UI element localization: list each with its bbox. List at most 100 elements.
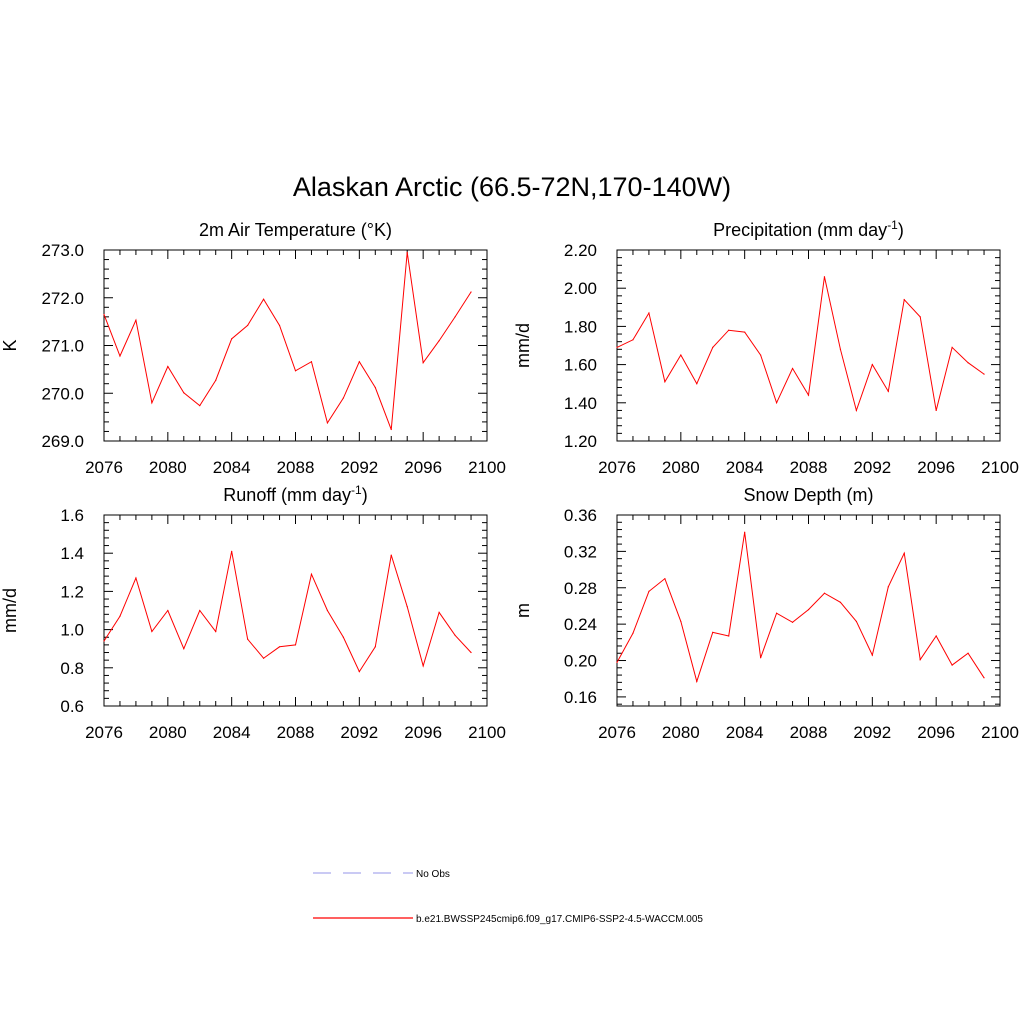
data-point — [151, 402, 153, 404]
chart-panel-3: 2076 2080 2084 2088 2092 2096 2100 0.6 0.8 1.0 1.2… — [0, 483, 506, 742]
data-point — [247, 324, 249, 327]
data-point — [855, 409, 857, 412]
y-tick-label: 0.20 — [564, 652, 597, 671]
x-tick-label: 2084 — [213, 458, 251, 477]
data-point — [855, 620, 857, 623]
x-tick-label: 2096 — [404, 458, 442, 477]
y-axis-label: m — [513, 603, 533, 618]
data-point — [616, 346, 618, 349]
data-point — [951, 346, 953, 349]
panel-title: 2m Air Temperature (°K) — [199, 220, 392, 240]
data-point — [680, 620, 682, 623]
x-tick-label: 2076 — [598, 723, 636, 742]
data-point — [712, 631, 714, 633]
y-tick-label: 0.28 — [564, 579, 597, 598]
data-point — [648, 590, 650, 593]
y-tick-label: 2.00 — [564, 279, 597, 298]
y-axis-label: mm/d — [0, 588, 20, 633]
data-point — [760, 354, 762, 356]
series-line — [616, 532, 985, 684]
x-tick-label: 2088 — [277, 723, 315, 742]
x-tick-label: 2100 — [981, 458, 1019, 477]
y-tick-label: 1.0 — [60, 621, 84, 640]
data-point — [454, 634, 456, 636]
data-point — [935, 635, 937, 637]
y-tick-label: 0.36 — [564, 506, 597, 525]
legend-label-1: No Obs — [416, 869, 450, 880]
data-point — [294, 644, 297, 646]
x-tick-label: 2080 — [149, 723, 187, 742]
data-point — [199, 405, 201, 407]
data-point — [151, 630, 153, 633]
x-tick-label: 2084 — [726, 458, 764, 477]
data-point — [775, 612, 778, 614]
data-point — [919, 316, 921, 318]
data-point — [935, 409, 937, 412]
y-tick-label: 2.20 — [564, 241, 597, 260]
data-point — [983, 677, 985, 679]
data-point — [135, 577, 137, 579]
x-tick-label: 2092 — [340, 458, 378, 477]
y-tick-label: 1.6 — [60, 506, 84, 525]
series-line — [103, 252, 472, 430]
y-tick-label: 0.24 — [564, 615, 597, 634]
plot-frame — [103, 249, 488, 442]
data-point — [310, 361, 313, 363]
data-point — [310, 573, 313, 575]
data-point — [342, 397, 344, 399]
y-tick-label: 1.20 — [564, 432, 597, 451]
data-point — [951, 664, 953, 666]
data-point — [374, 646, 376, 648]
x-tick-label: 2076 — [85, 458, 123, 477]
data-point — [278, 324, 281, 327]
data-point — [278, 646, 281, 648]
data-point — [358, 671, 360, 673]
data-point — [728, 635, 730, 637]
data-point — [183, 648, 185, 650]
plot-frame — [103, 514, 488, 707]
chart-panel-4: 2076 2080 2084 2088 2092 2096 2100 0.16 0.20 0.24… — [513, 485, 1019, 742]
data-point — [454, 316, 456, 318]
data-point — [839, 601, 842, 603]
data-point — [119, 355, 121, 357]
y-tick-label: 1.60 — [564, 356, 597, 375]
x-tick-label: 2084 — [726, 723, 764, 742]
data-point — [823, 592, 826, 594]
y-tick-label: 270.0 — [41, 384, 84, 403]
data-point — [744, 531, 746, 533]
panel-title: Snow Depth (m) — [743, 485, 873, 505]
y-tick-label: 1.2 — [60, 582, 84, 601]
data-point — [231, 338, 233, 340]
y-tick-label: 271.0 — [41, 337, 84, 356]
data-point — [680, 354, 682, 356]
data-point — [871, 654, 873, 656]
figure-title: Alaskan Arctic (66.5-72N,170-140W) — [293, 172, 731, 202]
data-point — [326, 609, 329, 612]
data-point — [470, 291, 472, 293]
x-tick-label: 2076 — [598, 458, 636, 477]
series-line — [616, 276, 985, 413]
x-tick-label: 2096 — [917, 458, 955, 477]
data-point — [632, 339, 634, 341]
data-point — [983, 373, 985, 375]
y-tick-label: 1.4 — [60, 544, 84, 563]
data-point — [648, 312, 650, 314]
y-axis-label: mm/d — [513, 323, 533, 368]
data-point — [887, 586, 889, 588]
data-point — [406, 606, 408, 608]
x-tick-label: 2080 — [662, 723, 700, 742]
data-point — [839, 348, 842, 350]
y-tick-label: 0.8 — [60, 659, 84, 678]
data-point — [823, 276, 826, 278]
data-point — [438, 611, 440, 614]
data-point — [696, 680, 698, 683]
data-point — [103, 313, 105, 316]
data-point — [871, 364, 873, 366]
y-axis-label: K — [0, 339, 20, 351]
data-point — [167, 365, 169, 368]
data-point — [807, 394, 810, 396]
data-point — [807, 608, 810, 611]
data-point — [967, 652, 969, 654]
x-tick-label: 2084 — [213, 723, 251, 742]
